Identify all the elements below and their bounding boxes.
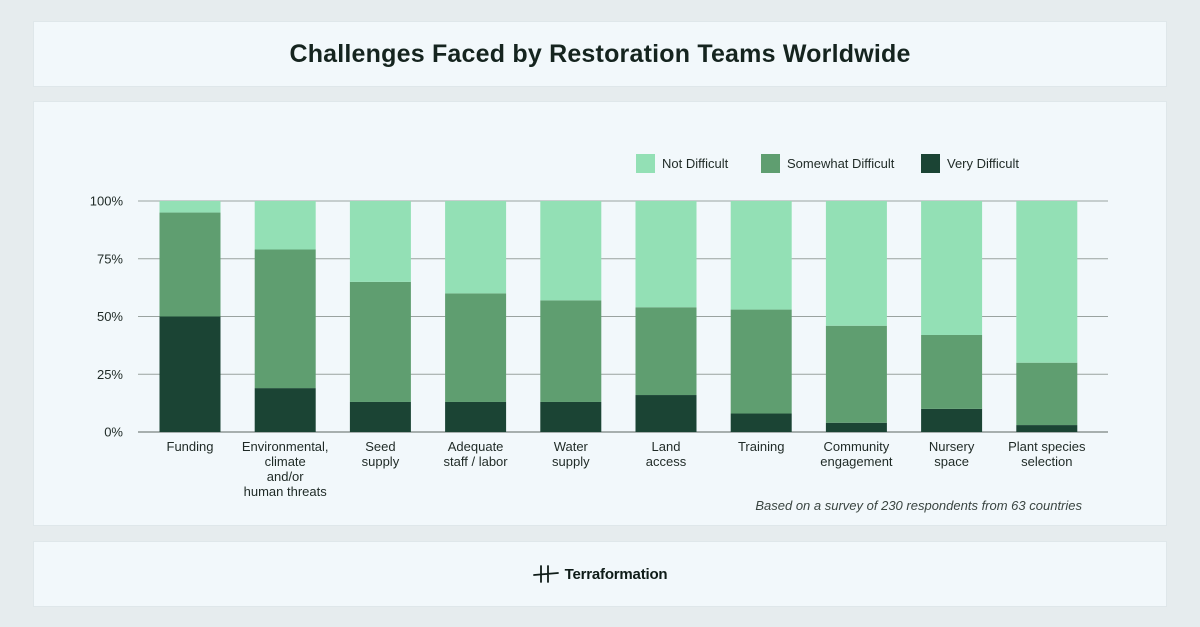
x-tick-label: Community engagement [820,439,893,469]
bar-not-difficult-6 [730,201,792,310]
bar-not-difficult-9 [1016,201,1078,363]
bar-not-difficult-8 [921,201,983,335]
legend-label: Not Difficult [662,156,729,171]
legend-item-not-difficult: Not Difficult [636,154,729,173]
legend-item-very-difficult: Very Difficult [921,154,1019,173]
bar-very-difficult-5 [635,395,697,432]
y-axis: 0% 25% 50% 75% 100% [90,194,124,440]
x-tick-label: Seed supply [362,439,400,469]
bar-very-difficult-8 [921,408,983,432]
bar-very-difficult-2 [349,401,411,432]
bar-somewhat-difficult-2 [349,281,411,402]
bar-very-difficult-4 [540,401,602,432]
legend-label: Somewhat Difficult [787,156,895,171]
survey-note: Based on a survey of 230 respondents fro… [755,498,1082,513]
x-tick-label: Water supply [552,439,590,469]
legend-item-somewhat-difficult: Somewhat Difficult [761,154,895,173]
legend-swatch [921,154,940,173]
legend-swatch [761,154,780,173]
footer-panel: Terraformation [33,541,1167,607]
bar-not-difficult-7 [825,201,887,326]
bar-somewhat-difficult-6 [730,309,792,414]
bar-somewhat-difficult-3 [445,293,507,402]
y-tick-label: 100% [90,194,124,209]
x-tick-label: Funding [167,439,214,454]
bar-very-difficult-9 [1016,425,1078,432]
bar-somewhat-difficult-0 [159,212,221,317]
terraformation-logo: Terraformation [532,565,668,583]
brand-name: Terraformation [564,565,668,583]
bar-not-difficult-0 [159,201,221,213]
y-tick-label: 0% [104,425,123,440]
bar-very-difficult-3 [445,401,507,432]
bars [159,201,1078,432]
title-panel: Challenges Faced by Restoration Teams Wo… [33,21,1167,87]
x-tick-label: Plant species selection [1008,439,1086,469]
stacked-bar-chart: Not Difficult Somewhat Difficult Very Diff… [90,154,1108,513]
y-tick-label: 25% [97,367,123,382]
x-tick-label: Adequate staff / labor [444,439,509,469]
bar-not-difficult-1 [254,201,316,250]
x-tick-label: Environmental, climate and/or human threats [242,439,329,499]
bar-somewhat-difficult-4 [540,300,602,402]
bar-very-difficult-7 [825,422,887,432]
bar-very-difficult-1 [254,388,316,432]
y-tick-label: 50% [97,309,123,324]
bar-not-difficult-5 [635,201,697,308]
bar-somewhat-difficult-9 [1016,362,1078,426]
bar-not-difficult-2 [349,201,411,282]
bar-somewhat-difficult-1 [254,249,316,389]
chart-title: Challenges Faced by Restoration Teams Wo… [289,39,911,68]
x-tick-label: Training [738,439,784,454]
bar-somewhat-difficult-7 [825,325,887,423]
y-tick-label: 75% [97,251,123,266]
x-axis: Funding Environmental, climate and/or human … [167,439,1086,499]
legend-swatch [636,154,655,173]
bar-somewhat-difficult-8 [921,334,983,409]
x-tick-label: Nursery space [929,439,975,469]
terraformation-logo-icon [532,565,559,583]
legend-label: Very Difficult [947,156,1019,171]
bar-not-difficult-3 [445,201,507,294]
bar-very-difficult-0 [159,316,221,432]
x-tick-label: Land access [646,439,687,469]
bar-not-difficult-4 [540,201,602,301]
bar-somewhat-difficult-5 [635,307,697,396]
chart-legend: Not Difficult Somewhat Difficult Very Diff… [636,154,1019,173]
bar-very-difficult-6 [730,413,792,432]
chart-panel: Not Difficult Somewhat Difficult Very Diff… [33,101,1167,526]
